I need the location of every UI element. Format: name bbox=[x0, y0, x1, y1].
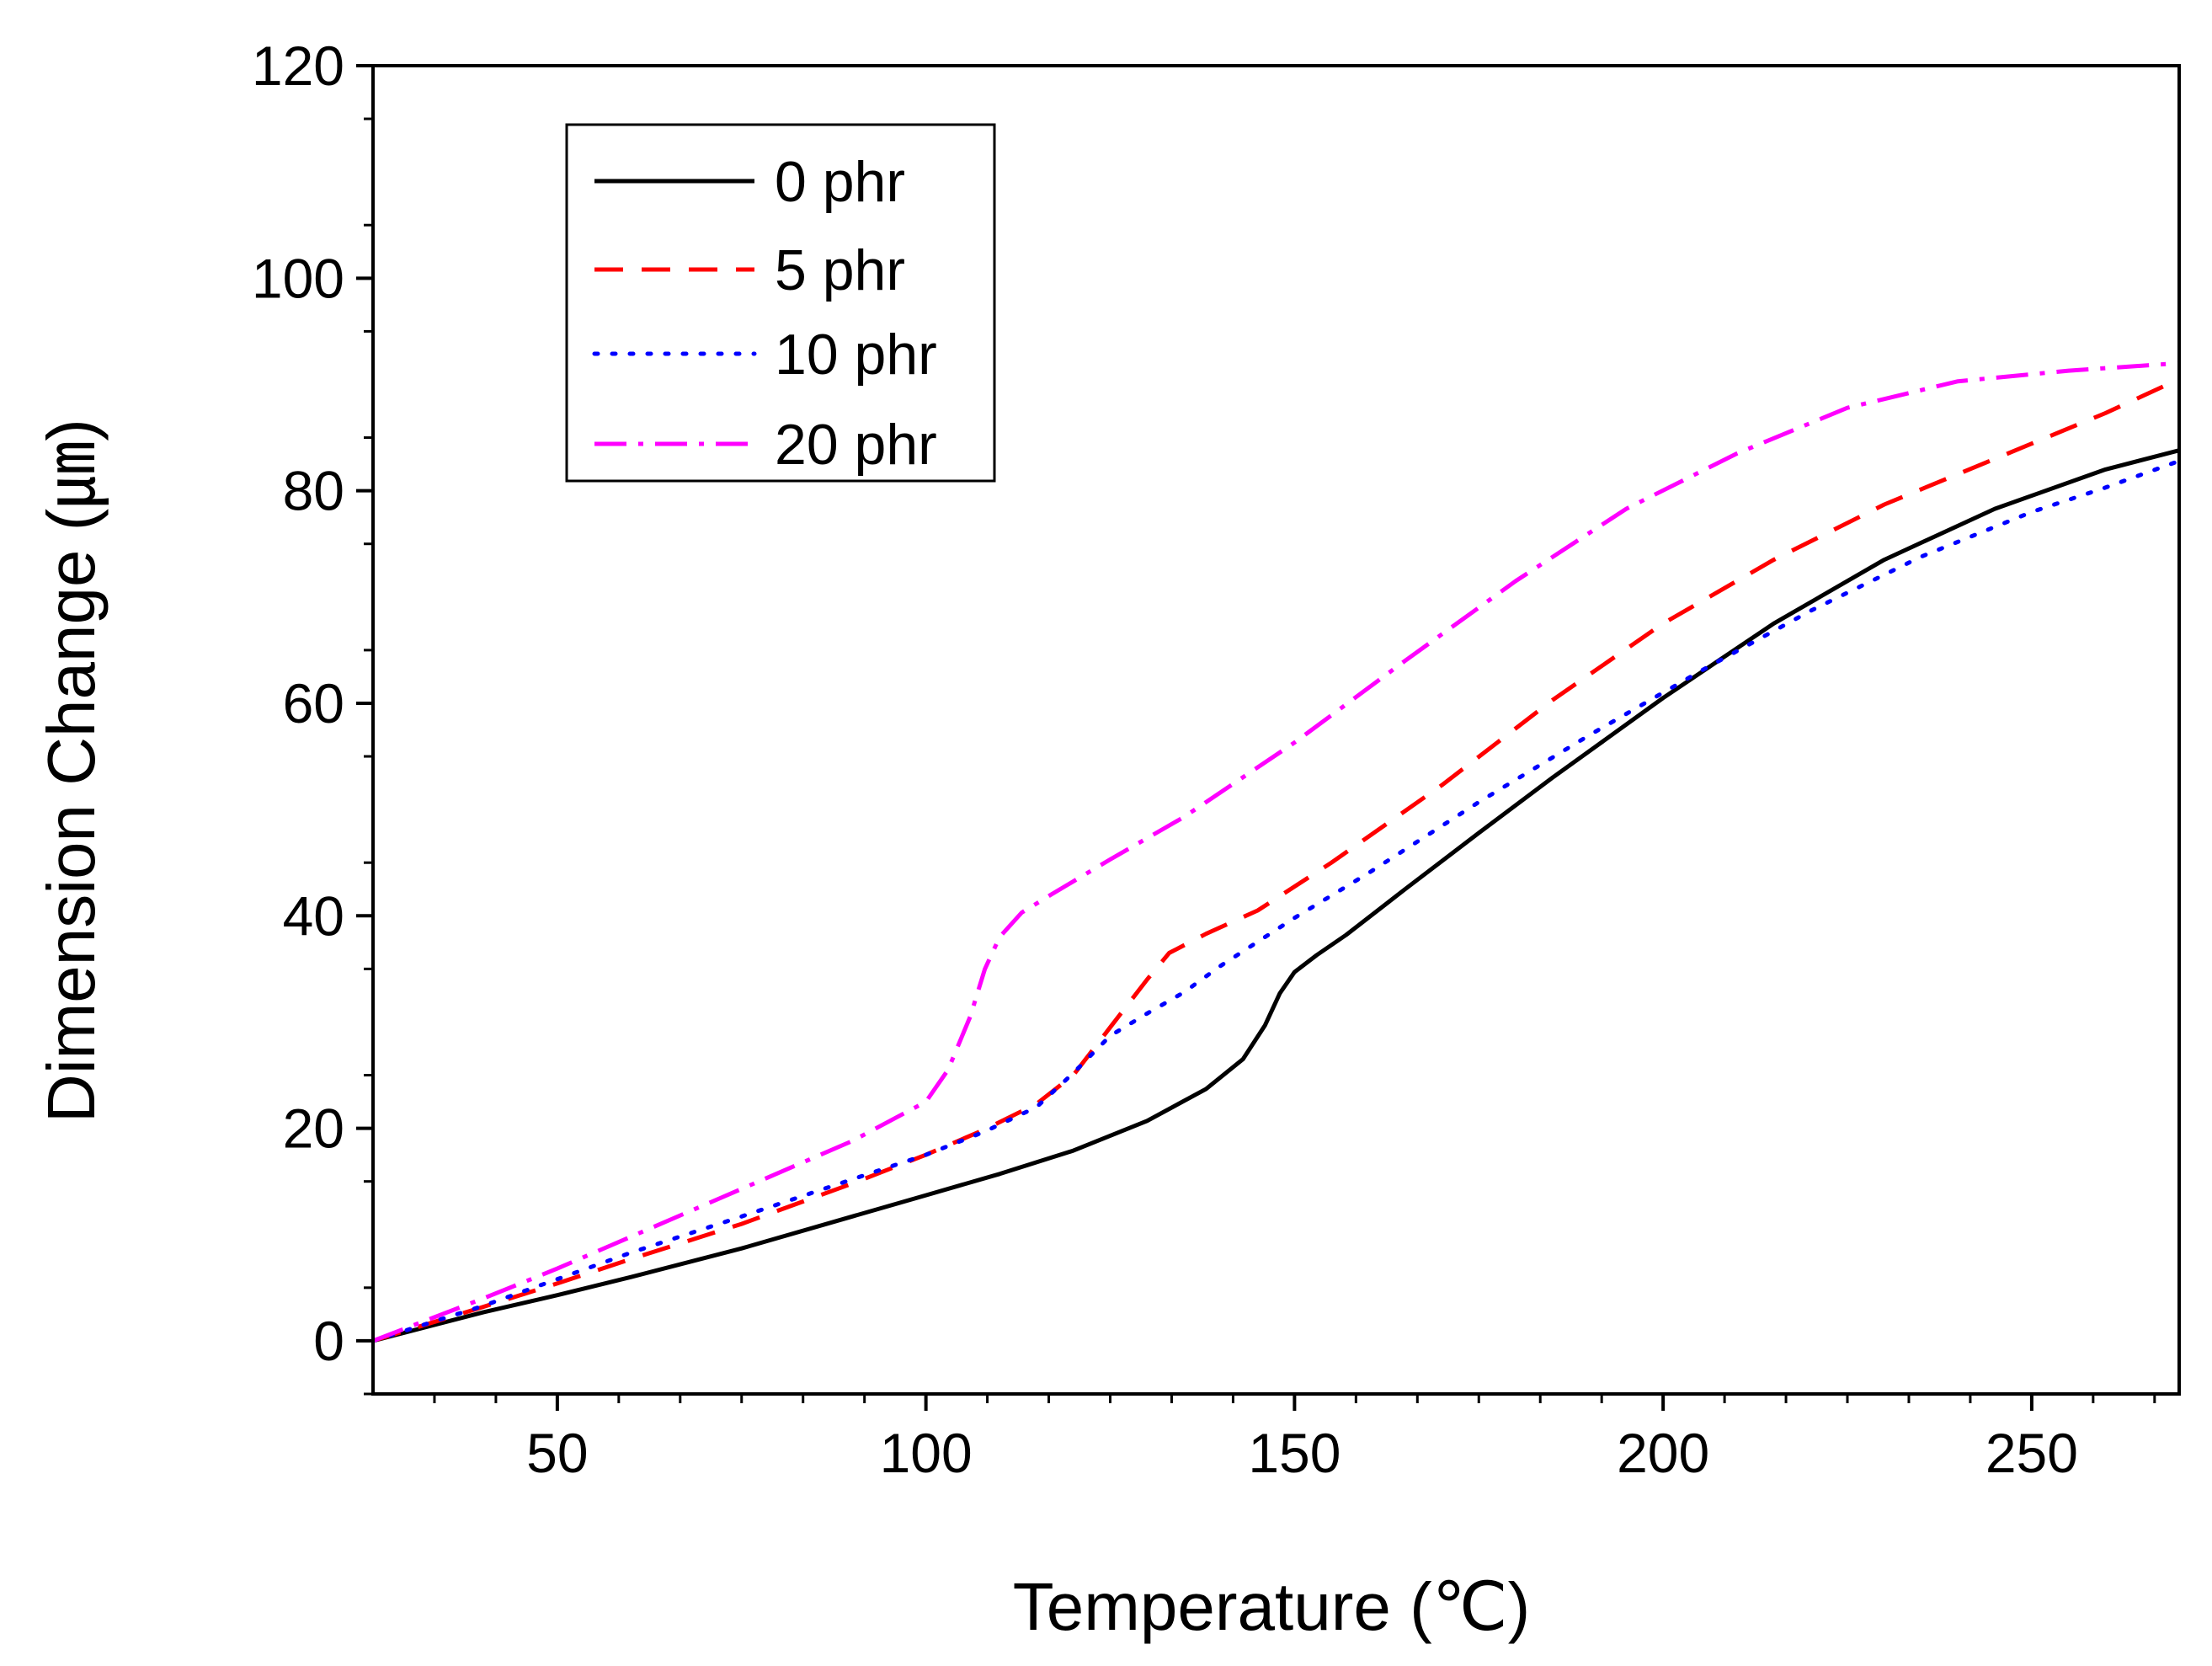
series-line-0-phr bbox=[372, 448, 2180, 1343]
legend-label: 0 phr bbox=[775, 150, 905, 214]
legend-box bbox=[565, 123, 996, 483]
y-tick-label: 0 bbox=[313, 1310, 344, 1372]
y-tick-label: 20 bbox=[283, 1097, 344, 1160]
x-tick-label: 100 bbox=[880, 1422, 973, 1484]
legend: 0 phr 5 phr 10 phr 20 phr bbox=[565, 123, 996, 483]
y-tick-label: 120 bbox=[252, 35, 344, 97]
series-line-20-phr bbox=[372, 360, 2180, 1343]
y-tick-label: 40 bbox=[283, 884, 344, 947]
axes-layer: 0 20 40 60 80 100 120 50 100 150 200 250 bbox=[252, 35, 2181, 1484]
legend-label: 20 phr bbox=[775, 413, 937, 477]
x-axis-title: Temperature (℃) bbox=[1013, 1569, 1530, 1644]
y-axis-title: Dimension Change (㎛) bbox=[34, 419, 109, 1123]
series-line-5-phr bbox=[372, 376, 2181, 1343]
y-tick-label: 80 bbox=[283, 460, 344, 522]
x-tick-label: 200 bbox=[1617, 1422, 1709, 1484]
legend-label: 5 phr bbox=[775, 238, 905, 302]
x-tick-label: 50 bbox=[526, 1422, 588, 1484]
plot-frame bbox=[371, 64, 2181, 1396]
x-tick-label: 250 bbox=[1985, 1422, 2078, 1484]
y-tick-label: 60 bbox=[283, 672, 344, 734]
series-layer bbox=[370, 360, 2182, 1343]
series-line-10-phr bbox=[370, 458, 2182, 1343]
legend-label: 10 phr bbox=[775, 323, 937, 387]
x-tick-label: 150 bbox=[1248, 1422, 1341, 1484]
y-tick-label: 100 bbox=[252, 247, 344, 309]
